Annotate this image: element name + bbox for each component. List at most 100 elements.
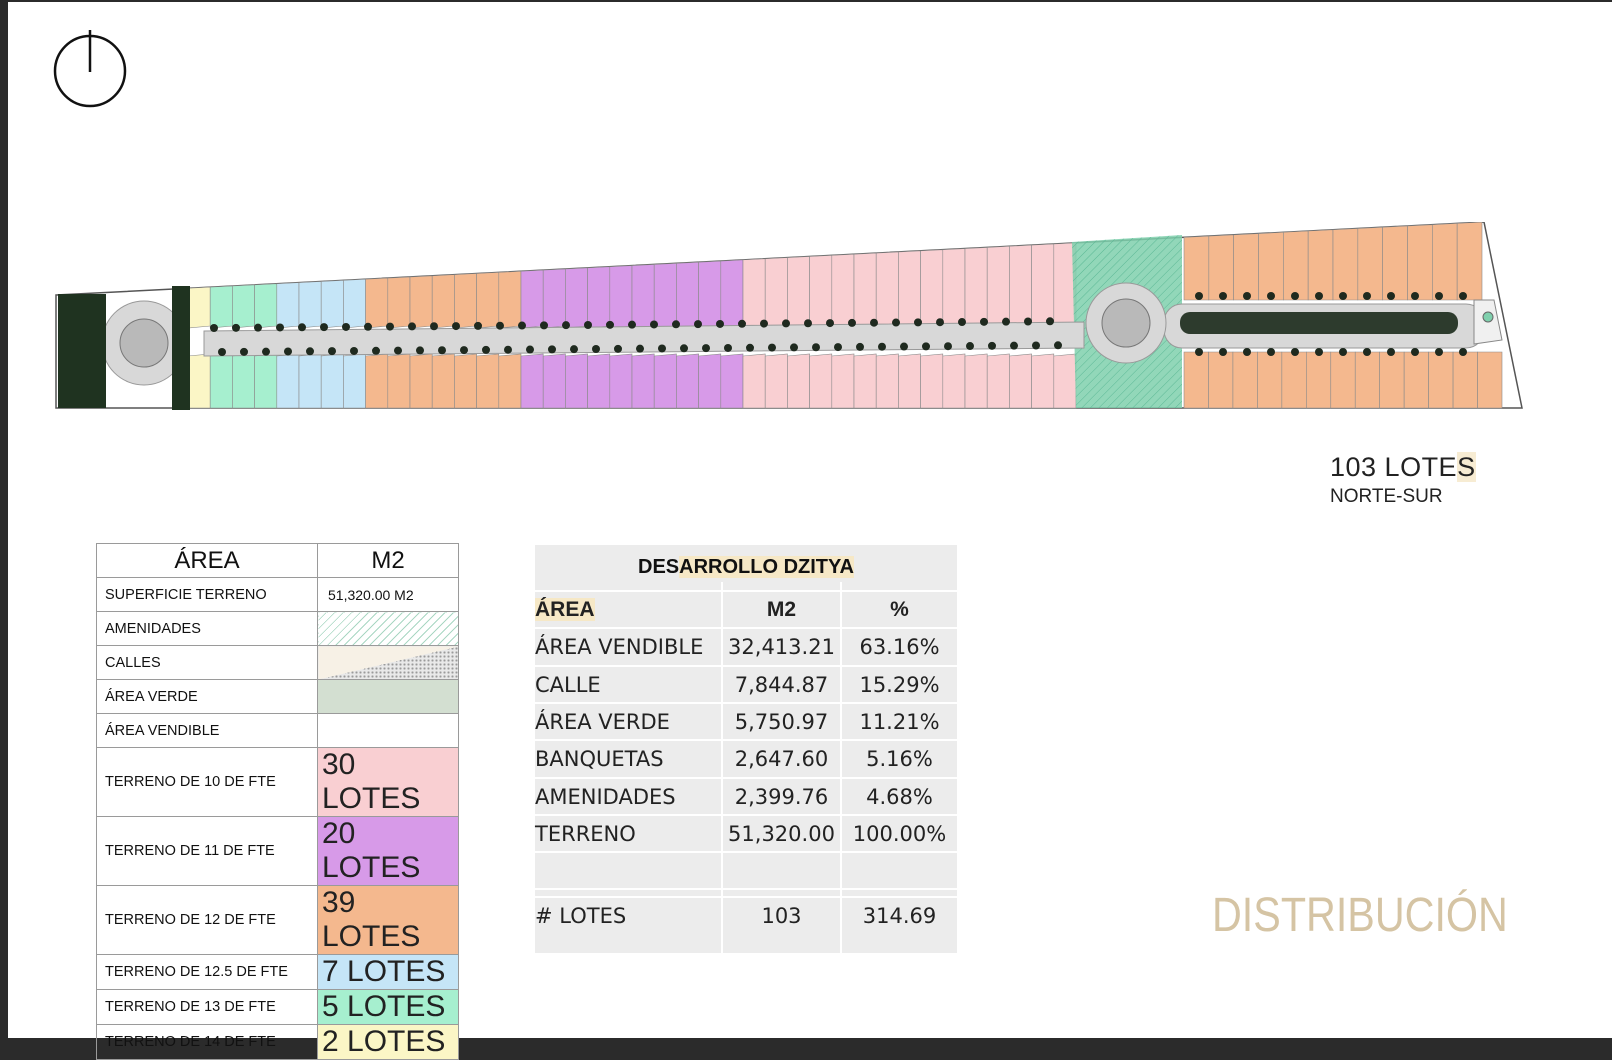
lot-parcel — [232, 284, 255, 329]
legend-row: TERRENO DE 14 DE FTE 2 LOTES — [96, 1024, 459, 1060]
lot-parcel — [365, 353, 389, 409]
lot-parcel — [587, 266, 611, 329]
tree-icon — [210, 324, 218, 332]
legend-value — [317, 713, 459, 748]
summary-cell: BANQUETAS — [535, 747, 664, 772]
summary-cell: 2,399.76 — [734, 784, 829, 809]
tree-icon — [584, 321, 592, 330]
lot-parcel — [454, 273, 477, 329]
lot-parcel — [542, 268, 566, 329]
lot-parcel — [742, 258, 766, 329]
north-arrow-icon — [53, 30, 127, 108]
tree-icon — [1267, 292, 1275, 300]
lot-parcel — [942, 248, 966, 329]
lot-parcel — [254, 283, 278, 329]
tree-icon — [1195, 348, 1203, 356]
lot-parcel — [1330, 351, 1356, 409]
tree-icon — [1291, 348, 1299, 356]
tree-icon — [694, 320, 702, 329]
lot-parcel — [365, 277, 389, 329]
tree-icon — [834, 343, 842, 352]
lot-parcel — [409, 275, 433, 329]
tree-icon — [614, 344, 622, 353]
lot-parcel — [387, 276, 411, 329]
lot-parcel — [254, 353, 278, 409]
lots-bottom-row — [187, 353, 1077, 409]
tree-icon — [254, 323, 262, 332]
tree-icon — [416, 346, 424, 355]
tree-icon — [386, 322, 394, 331]
summary-row — [535, 851, 957, 888]
lot-parcel — [1183, 235, 1210, 301]
summary-row: ÁREA VERDE 5,750.97 11.21% — [535, 701, 957, 739]
lotes-count-title: 103 LOTES — [1330, 452, 1476, 482]
tree-icon — [1339, 348, 1347, 356]
lot-parcel — [831, 353, 855, 409]
tree-icon — [958, 318, 966, 327]
tree-icon — [1032, 341, 1040, 350]
lot-parcel — [298, 353, 322, 409]
tree-icon — [936, 318, 944, 327]
legend-label: TERRENO DE 12.5 DE FTE — [96, 954, 318, 990]
legend-header-area: ÁREA — [96, 543, 318, 578]
lot-parcel — [520, 269, 544, 329]
summary-row — [535, 888, 957, 925]
legend-label: ÁREA VERDE — [96, 679, 318, 714]
tree-icon — [768, 343, 776, 352]
tree-icon — [570, 345, 578, 354]
tree-icon — [408, 322, 416, 331]
lot-parcel — [1183, 351, 1209, 409]
legend-row: TERRENO DE 10 DE FTE 30 LOTES — [96, 747, 459, 817]
tree-icon — [298, 323, 306, 332]
tree-icon — [504, 345, 512, 354]
tree-icon — [540, 321, 548, 330]
tree-icon — [592, 345, 600, 354]
lot-parcel — [809, 255, 833, 329]
tree-icon — [1411, 348, 1419, 356]
lot-parcel — [920, 249, 944, 329]
lot-parcel — [698, 353, 722, 409]
summary-cell: M2 — [766, 598, 797, 621]
lot-parcel — [343, 278, 366, 329]
tree-icon — [460, 346, 468, 355]
tree-icon — [988, 341, 996, 350]
lot-parcel — [653, 353, 677, 409]
legend-table: ÁREA M2 SUPERFICIE TERRENO 51,320.00 M2 AM… — [96, 543, 459, 1060]
lot-parcel — [1208, 351, 1234, 409]
lot-parcel — [631, 264, 655, 329]
lot-parcel — [1258, 231, 1284, 301]
main-street — [203, 321, 1085, 357]
tree-icon — [636, 344, 644, 353]
lot-parcel — [476, 272, 500, 329]
tree-icon — [878, 342, 886, 351]
summary-cell: # LOTES — [535, 904, 627, 929]
lot-parcel — [1407, 224, 1433, 301]
lot-parcel — [676, 261, 699, 329]
tree-icon — [526, 345, 534, 354]
tree-icon — [628, 320, 636, 329]
summary-row: TERRENO 51,320.00 100.00% — [535, 813, 957, 851]
summary-cell: % — [890, 598, 909, 621]
legend-value: 39 LOTES — [317, 885, 459, 955]
lot-parcel — [565, 353, 588, 409]
tree-icon — [1243, 348, 1251, 356]
summary-header-row: ÁREA M2% — [535, 590, 957, 627]
tree-icon — [1435, 348, 1443, 356]
lot-parcel — [454, 353, 477, 409]
tree-icon — [738, 319, 746, 328]
summary-cell: 4.68% — [866, 784, 933, 809]
lot-parcel — [1456, 222, 1483, 301]
summary-cell: 7,844.87 — [734, 672, 829, 697]
lot-parcel — [298, 281, 322, 329]
tree-icon — [548, 345, 556, 354]
lot-parcel — [1452, 351, 1478, 409]
tree-icon — [372, 346, 380, 355]
legend-value — [317, 611, 459, 646]
tree-icon — [716, 319, 724, 328]
legend-row: ÁREA VENDIBLE — [96, 713, 459, 748]
lot-parcel — [542, 353, 566, 409]
lot-parcel — [343, 353, 366, 409]
tree-icon — [482, 345, 490, 354]
lot-parcel — [498, 270, 522, 329]
tree-icon — [724, 343, 732, 352]
